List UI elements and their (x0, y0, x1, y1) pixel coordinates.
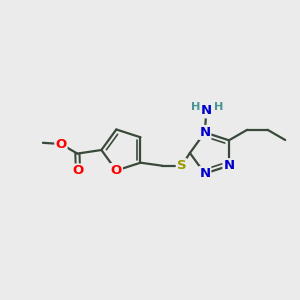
Text: N: N (199, 167, 210, 180)
Text: O: O (55, 137, 67, 151)
Text: H: H (214, 102, 223, 112)
Text: S: S (177, 159, 186, 172)
Text: N: N (224, 159, 235, 172)
Text: O: O (111, 164, 122, 177)
Text: N: N (201, 104, 212, 117)
Text: N: N (199, 126, 210, 139)
Text: O: O (72, 164, 84, 178)
Text: H: H (191, 102, 200, 112)
